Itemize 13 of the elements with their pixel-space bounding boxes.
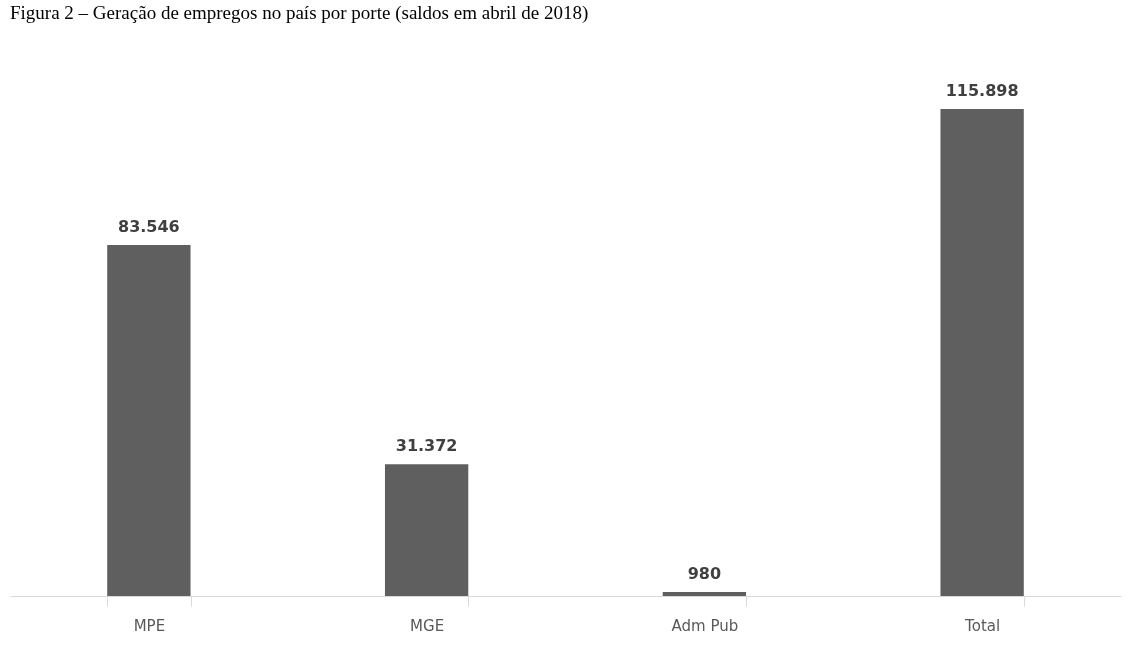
x-tick-label: MGE — [410, 616, 445, 635]
data-label: 980 — [687, 563, 722, 583]
x-tick-label: Adm Pub — [671, 616, 739, 635]
bar — [107, 244, 191, 596]
bar — [940, 109, 1024, 596]
data-label: 31.372 — [395, 436, 458, 456]
data-label: 115.898 — [945, 81, 1019, 100]
data-label: 83.546 — [118, 216, 180, 236]
x-tick-label: MPE — [133, 616, 166, 635]
bar — [384, 464, 469, 596]
bar — [662, 591, 747, 596]
chart-title: Figura 2 – Geração de empregos no país por porte (saldos em abril de 2018) — [10, 2, 589, 24]
x-tick-label: Total — [964, 616, 1001, 635]
